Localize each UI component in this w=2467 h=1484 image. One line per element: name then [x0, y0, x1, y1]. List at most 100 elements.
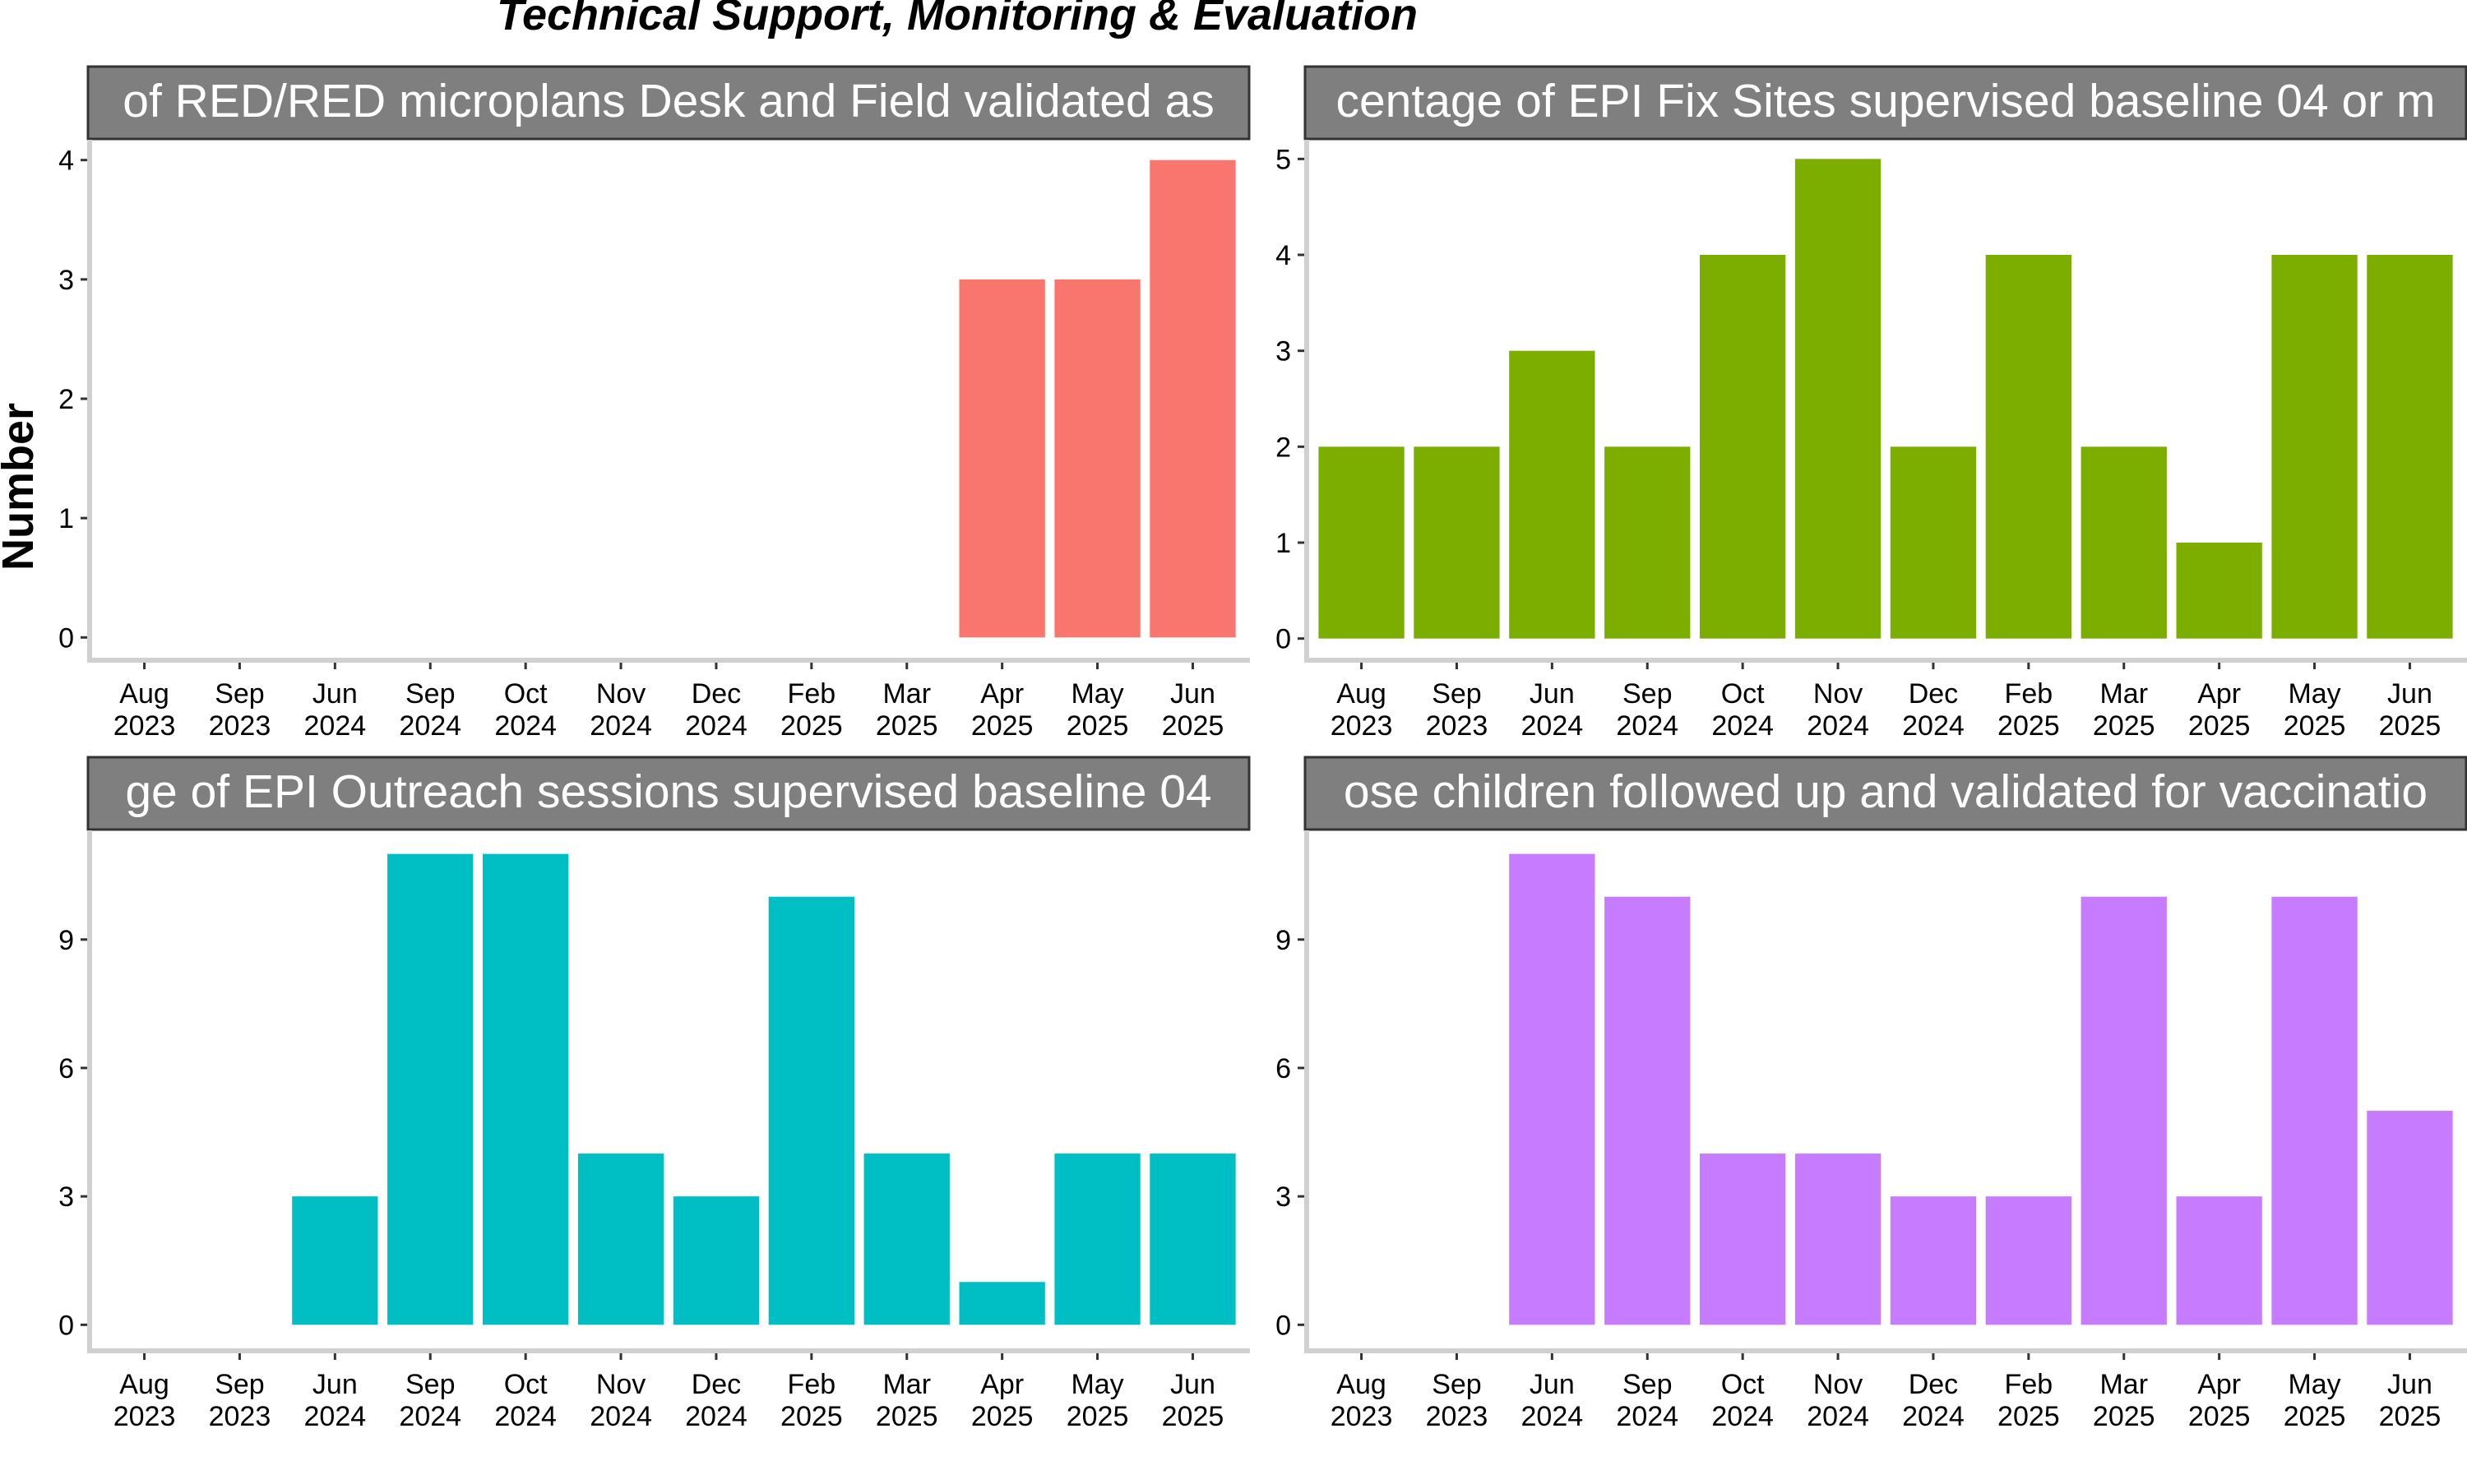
y-tick-label: 9 [58, 925, 74, 956]
x-tick-label: Sep 2023 [1426, 1369, 1488, 1432]
panel-title-strip [1303, 756, 2467, 831]
x-tick-label: Aug 2023 [1331, 678, 1393, 742]
y-tick-label: 4 [1275, 240, 1291, 271]
x-tick-label: Aug 2023 [1331, 1369, 1393, 1432]
x-tick-label: Sep 2024 [1616, 678, 1678, 742]
y-tick-label: 9 [1275, 925, 1291, 956]
x-tick-label: Apr 2025 [971, 1369, 1034, 1432]
panel-title: of RED/RED microplans Desk and Field val… [123, 75, 1214, 127]
x-tick-label: Jun 2025 [2379, 1369, 2442, 1432]
x-tick-label: Oct 2024 [1711, 1369, 1774, 1432]
x-tick-label: May 2025 [1067, 678, 1129, 742]
x-tick-label: Dec 2024 [685, 678, 748, 742]
x-tick-label: May 2025 [2284, 1369, 2346, 1432]
y-tick-label: 0 [1275, 624, 1291, 655]
bar [1794, 1153, 1881, 1325]
y-tick-label: 0 [58, 1310, 74, 1341]
bar [1890, 1196, 1977, 1325]
x-tick-label: Nov 2024 [1807, 1369, 1869, 1432]
panel-4: ose children followed up and validated f… [1275, 756, 2467, 1432]
x-tick-label: Aug 2023 [113, 678, 176, 742]
bar [959, 279, 1045, 638]
x-tick-label: Jun 2024 [1521, 678, 1584, 742]
y-tick-label: 0 [1275, 1310, 1291, 1341]
figure-title: Technical Support, Monitoring & Evaluati… [497, 0, 1418, 39]
panel-2: centage of EPI Fix Sites supervised base… [1275, 65, 2467, 742]
x-tick-label: Nov 2024 [1807, 678, 1869, 742]
x-tick-label: Mar 2025 [876, 678, 938, 742]
x-tick-label: Nov 2024 [590, 678, 652, 742]
panel-title: centage of EPI Fix Sites supervised base… [1335, 75, 2435, 127]
y-tick-label: 1 [1275, 528, 1291, 559]
x-tick-label: Feb 2025 [780, 678, 843, 742]
x-tick-label: Oct 2024 [494, 1369, 557, 1432]
bar [482, 853, 569, 1325]
y-axis-label: Number [0, 403, 43, 571]
x-tick-label: Jun 2024 [1521, 1369, 1584, 1432]
bar [959, 1282, 1045, 1325]
x-tick-label: Jun 2025 [1162, 678, 1224, 742]
bar [673, 1196, 760, 1325]
x-tick-label: Jun 2025 [2379, 678, 2442, 742]
bar [1150, 159, 1236, 638]
panel-1: of RED/RED microplans Desk and Field val… [58, 65, 1251, 742]
x-tick-label: Feb 2025 [780, 1369, 843, 1432]
x-tick-label: Mar 2025 [876, 1369, 938, 1432]
bar [1985, 1196, 2072, 1325]
y-tick-label: 3 [58, 1181, 74, 1213]
x-tick-label: Feb 2025 [1997, 678, 2060, 742]
y-tick-label: 2 [58, 384, 74, 415]
bar [863, 1153, 950, 1325]
x-tick-label: May 2025 [1067, 1369, 1129, 1432]
x-tick-label: Sep 2023 [1426, 678, 1488, 742]
x-tick-label: Dec 2024 [685, 1369, 748, 1432]
panel-3: ge of EPI Outreach sessions supervised b… [58, 756, 1251, 1432]
x-tick-label: Mar 2025 [2093, 1369, 2155, 1432]
bar [1054, 279, 1141, 638]
bar [2176, 543, 2262, 639]
y-tick-label: 4 [58, 146, 74, 177]
bar [387, 853, 474, 1325]
bar [2176, 1196, 2262, 1325]
x-tick-label: Oct 2024 [494, 678, 557, 742]
bar [1985, 255, 2072, 639]
bar [577, 1153, 664, 1325]
x-tick-label: Sep 2023 [209, 1369, 271, 1432]
bar [1604, 896, 1691, 1325]
bar [1699, 255, 1786, 639]
panel-title-strip [1303, 65, 2467, 141]
bar [2367, 1111, 2453, 1325]
x-tick-label: Apr 2025 [2188, 678, 2251, 742]
y-tick-label: 3 [1275, 1181, 1291, 1213]
y-tick-label: 2 [1275, 432, 1291, 463]
y-tick-label: 3 [1275, 336, 1291, 368]
x-tick-label: Dec 2024 [1902, 1369, 1965, 1432]
x-tick-label: Feb 2025 [1997, 1369, 2060, 1432]
bar [292, 1196, 378, 1325]
bar [1054, 1153, 1141, 1325]
x-tick-label: Jun 2024 [304, 1369, 367, 1432]
panel-title: ose children followed up and validated f… [1344, 765, 2428, 818]
x-tick-label: Apr 2025 [971, 678, 1034, 742]
x-tick-label: Sep 2023 [209, 678, 271, 742]
x-tick-label: Apr 2025 [2188, 1369, 2251, 1432]
bar [1890, 446, 1977, 639]
panel-title: ge of EPI Outreach sessions supervised b… [125, 765, 1211, 818]
bar [1414, 446, 1500, 639]
x-tick-label: Sep 2024 [399, 678, 461, 742]
panel-title-strip [86, 756, 1251, 831]
x-tick-label: Mar 2025 [2093, 678, 2155, 742]
bar [1794, 159, 1881, 639]
x-tick-label: Sep 2024 [399, 1369, 461, 1432]
y-tick-label: 1 [58, 503, 74, 534]
bar [2271, 255, 2358, 639]
x-tick-label: Dec 2024 [1902, 678, 1965, 742]
panel-title-strip [86, 65, 1251, 141]
y-tick-label: 6 [58, 1053, 74, 1084]
x-tick-label: May 2025 [2284, 678, 2346, 742]
bar [2367, 255, 2453, 639]
bar [1509, 853, 1595, 1325]
y-tick-label: 5 [1275, 144, 1291, 175]
